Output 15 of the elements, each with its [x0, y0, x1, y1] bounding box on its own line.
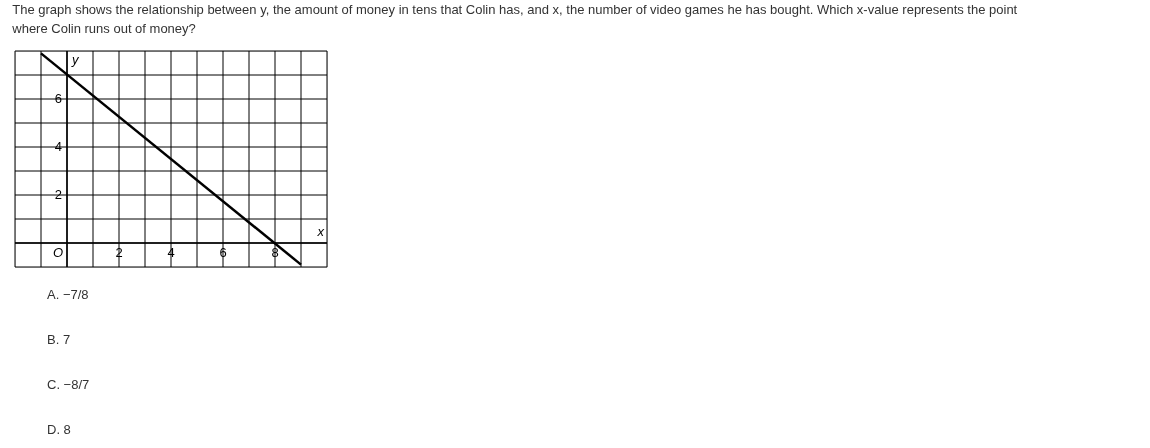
- y-axis-title: y: [71, 52, 80, 67]
- x-tick-label: 8: [271, 245, 279, 260]
- y-tick-label: 2: [54, 187, 62, 202]
- x-axis-title: x: [316, 224, 325, 239]
- text: A. −7/8: [47, 287, 89, 302]
- x-tick-label: 4: [167, 245, 175, 260]
- text: The graph shows the relationship between y, the amount of money in tens that Colin has, and x, the number of video games he has bought. Which x-value represents the point where Colin runs out of money?: [11, 2, 1018, 37]
- y-tick-label: 4: [54, 139, 62, 154]
- y-tick-label: 6: [54, 91, 62, 106]
- text: B. 7: [47, 332, 71, 347]
- text: D. 8: [47, 422, 71, 437]
- text: C. −8/7: [47, 377, 90, 392]
- x-tick-label: O: [52, 245, 63, 260]
- x-tick-label: 2: [115, 245, 123, 260]
- x-tick-label: 6: [219, 245, 227, 260]
